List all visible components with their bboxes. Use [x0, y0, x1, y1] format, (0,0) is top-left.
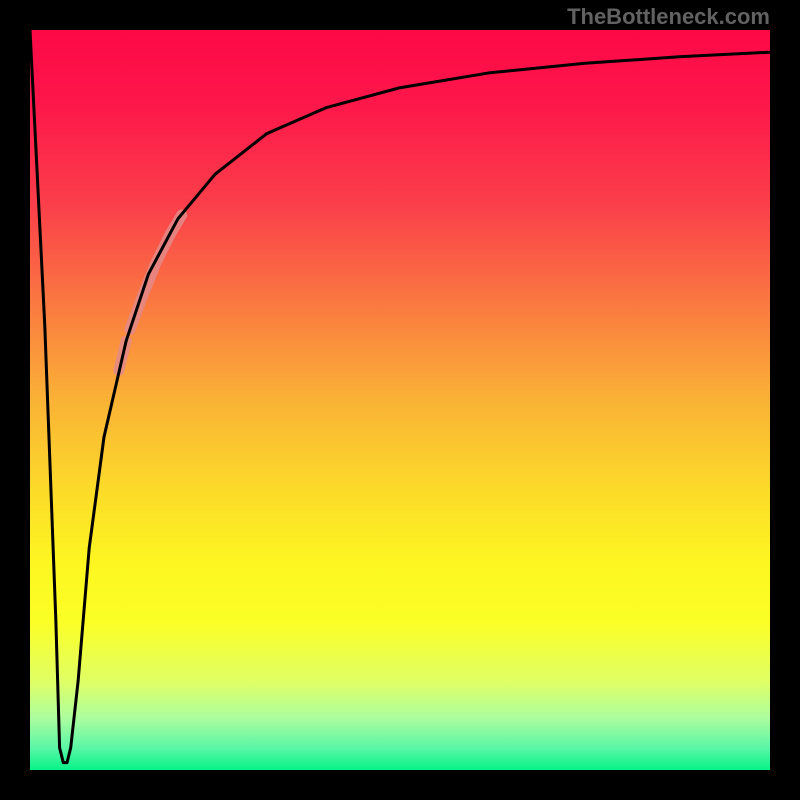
plot-area	[30, 30, 770, 770]
curve-overlay	[30, 30, 770, 770]
highlight-segment-1	[130, 215, 182, 330]
watermark-text: TheBottleneck.com	[567, 4, 770, 30]
main-curve	[30, 30, 770, 763]
chart-container: TheBottleneck.com	[0, 0, 800, 800]
